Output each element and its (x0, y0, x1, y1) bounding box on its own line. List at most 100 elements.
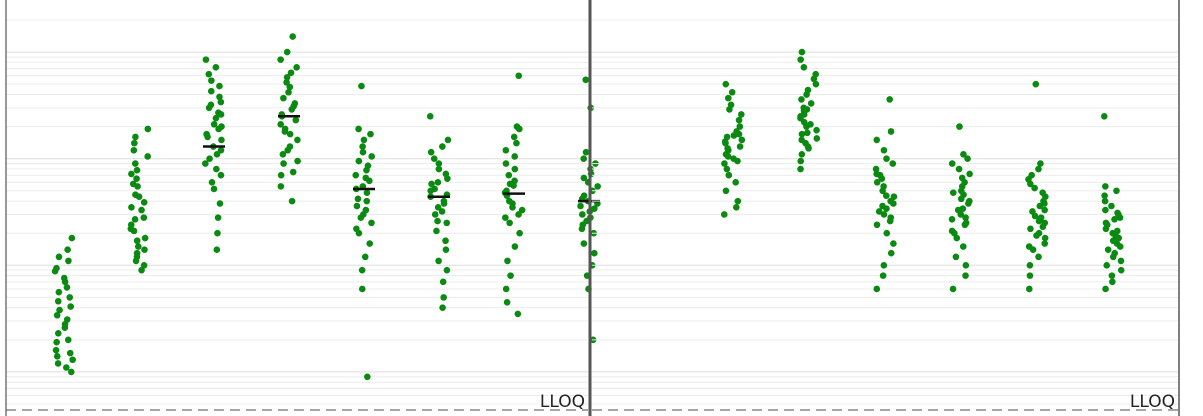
data-point (294, 157, 301, 165)
data-point (213, 246, 221, 254)
data-point (504, 257, 511, 265)
data-point (1041, 219, 1049, 227)
data-point (1039, 189, 1046, 196)
data-point (721, 138, 729, 145)
data-point (53, 353, 61, 360)
data-point (730, 132, 738, 139)
data-point (212, 64, 220, 71)
data-point (886, 217, 894, 225)
data-point (1102, 225, 1110, 233)
data-point (427, 187, 434, 195)
group-2 (127, 125, 152, 274)
data-point (286, 130, 294, 138)
data-point (427, 148, 435, 156)
data-point (880, 211, 888, 218)
data-point (1029, 208, 1036, 215)
data-point (353, 225, 360, 233)
data-point (579, 211, 586, 218)
data-point (64, 246, 71, 254)
data-point (962, 262, 970, 269)
data-point (131, 160, 139, 167)
data-point (52, 346, 60, 354)
left-panel: LLOQ (6, 19, 601, 412)
data-point (358, 82, 365, 90)
data-point (53, 311, 61, 319)
data-point (277, 56, 284, 63)
data-point (141, 234, 149, 242)
data-point (128, 170, 135, 178)
data-point (355, 157, 363, 165)
data-point (53, 338, 60, 346)
data-point (131, 139, 138, 147)
data-point (202, 56, 210, 63)
data-point (54, 360, 62, 367)
data-point (952, 253, 960, 261)
data-point (129, 180, 137, 188)
group-4 (948, 123, 973, 293)
data-point (214, 214, 222, 221)
data-point (442, 246, 450, 254)
data-point (880, 183, 887, 190)
data-point (368, 153, 376, 160)
data-point (280, 94, 287, 102)
data-point (734, 197, 742, 205)
data-point (207, 87, 215, 95)
data-point (1108, 272, 1116, 279)
data-point (1041, 234, 1049, 242)
data-point (284, 146, 292, 154)
data-point (443, 266, 451, 274)
data-point (580, 240, 588, 247)
data-point (428, 180, 435, 188)
data-point (277, 183, 285, 190)
data-point (949, 285, 957, 293)
data-point (1032, 80, 1040, 88)
data-point (797, 157, 805, 165)
data-point (890, 240, 897, 247)
data-point (216, 93, 223, 101)
data-point (1101, 192, 1108, 199)
data-point (735, 116, 743, 124)
data-point (813, 135, 821, 142)
data-point (797, 165, 804, 173)
data-point (797, 112, 804, 120)
data-point (218, 123, 225, 130)
data-point (63, 316, 71, 323)
group-6 (426, 112, 452, 312)
data-point (514, 310, 522, 318)
data-point (283, 79, 290, 86)
data-point (281, 128, 289, 135)
data-point (515, 211, 522, 218)
data-point (293, 64, 300, 71)
data-point (1031, 184, 1038, 192)
data-point (1027, 225, 1034, 233)
data-point (951, 229, 958, 237)
data-point (890, 193, 898, 201)
data-point (734, 157, 741, 165)
data-point (738, 136, 746, 144)
data-point (63, 284, 71, 291)
data-point (217, 146, 225, 154)
data-point (217, 98, 225, 106)
data-point (812, 70, 819, 78)
data-point (1026, 262, 1034, 269)
data-point (518, 206, 526, 214)
data-point (1113, 187, 1120, 195)
data-point (872, 165, 880, 173)
data-point (873, 221, 881, 229)
gridlines (592, 19, 1178, 405)
data-point (138, 266, 145, 274)
data-point (807, 121, 814, 128)
data-point (134, 243, 142, 250)
data-point (1035, 253, 1042, 261)
data-point (1109, 253, 1117, 261)
data-point (285, 88, 292, 96)
data-point (1117, 257, 1125, 265)
data-point (440, 200, 448, 207)
data-point (724, 94, 732, 102)
data-point (875, 208, 883, 215)
data-point (54, 330, 62, 337)
data-point (133, 166, 141, 174)
data-point (880, 146, 888, 154)
data-point (67, 303, 74, 310)
data-point (368, 219, 375, 227)
